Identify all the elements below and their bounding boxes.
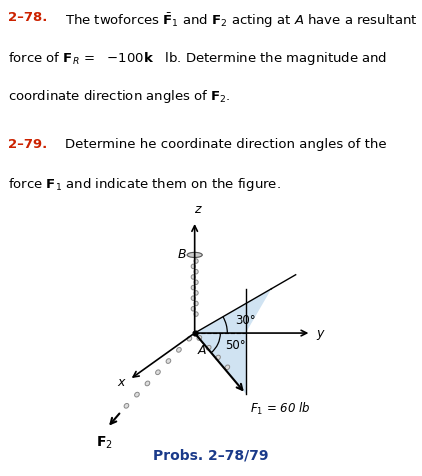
Text: $\mathbf{F}_2$: $\mathbf{F}_2$ xyxy=(97,435,113,451)
Text: Probs. 2–78/79: Probs. 2–78/79 xyxy=(153,448,269,462)
Ellipse shape xyxy=(216,355,220,360)
Ellipse shape xyxy=(135,392,139,397)
Ellipse shape xyxy=(191,307,195,311)
Text: coordinate direction angles of $\mathbf{F}_2$.: coordinate direction angles of $\mathbf{… xyxy=(8,88,231,105)
Ellipse shape xyxy=(191,285,195,290)
Polygon shape xyxy=(195,289,271,333)
Text: A: A xyxy=(198,344,207,357)
Ellipse shape xyxy=(225,365,230,370)
Text: 2–79.: 2–79. xyxy=(8,138,48,151)
Ellipse shape xyxy=(206,346,211,350)
Text: The two​forces $\bar{\mathbf{F}}_1$ and $\mathbf{F}_2$ acting at $A$ have a resu: The two​forces $\bar{\mathbf{F}}_1$ and … xyxy=(65,11,418,30)
Text: B: B xyxy=(178,248,187,261)
Ellipse shape xyxy=(187,337,192,341)
Ellipse shape xyxy=(194,259,198,263)
Text: force $\mathbf{F}_1$ and indicate them on the figure.: force $\mathbf{F}_1$ and indicate them o… xyxy=(8,176,281,193)
Ellipse shape xyxy=(187,252,202,258)
Text: Determine he coordinate direction angles of the: Determine he coordinate direction angles… xyxy=(65,138,387,151)
Polygon shape xyxy=(195,333,246,394)
Ellipse shape xyxy=(194,301,198,306)
Ellipse shape xyxy=(191,264,195,268)
Text: z: z xyxy=(194,203,200,217)
Text: 2–78.: 2–78. xyxy=(8,11,48,24)
Ellipse shape xyxy=(166,359,171,363)
Text: $F_1$ = 60 lb: $F_1$ = 60 lb xyxy=(250,401,311,417)
Ellipse shape xyxy=(176,347,181,352)
Ellipse shape xyxy=(191,275,195,279)
Text: force of $\mathbf{F}_R$ =   $-$100$\mathbf{k}$   lb. Determine the magnitude and: force of $\mathbf{F}_R$ = $-$100$\mathbf… xyxy=(8,50,388,67)
Ellipse shape xyxy=(191,296,195,300)
Text: x: x xyxy=(117,376,125,388)
Text: y: y xyxy=(316,327,323,339)
Text: 30°: 30° xyxy=(235,314,256,327)
Text: 50°: 50° xyxy=(225,339,246,352)
Ellipse shape xyxy=(145,381,150,386)
Ellipse shape xyxy=(194,269,198,274)
Ellipse shape xyxy=(156,370,160,375)
Ellipse shape xyxy=(194,291,198,295)
Ellipse shape xyxy=(194,280,198,285)
Ellipse shape xyxy=(124,404,129,408)
Ellipse shape xyxy=(197,336,202,340)
Ellipse shape xyxy=(194,312,198,317)
